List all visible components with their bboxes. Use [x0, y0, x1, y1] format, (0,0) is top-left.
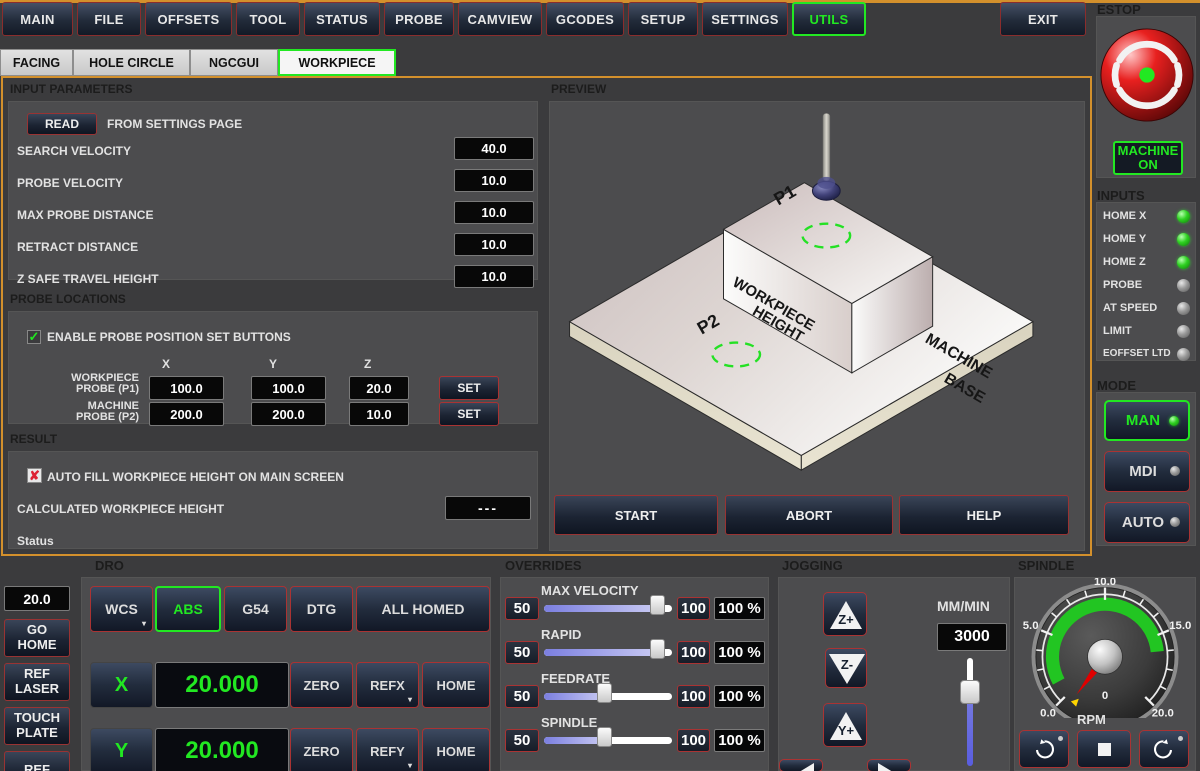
svg-text:10.0: 10.0 [1094, 578, 1116, 588]
svg-text:0.0: 0.0 [1040, 707, 1056, 718]
svg-text:Z-: Z- [841, 657, 853, 672]
svg-text:Y+: Y+ [838, 723, 855, 738]
svg-text:Z+: Z+ [838, 612, 854, 627]
svg-text:0: 0 [1102, 690, 1108, 702]
svg-text:15.0: 15.0 [1169, 620, 1191, 632]
svg-text:5.0: 5.0 [1023, 620, 1039, 632]
svg-text:20.0: 20.0 [1152, 707, 1174, 718]
